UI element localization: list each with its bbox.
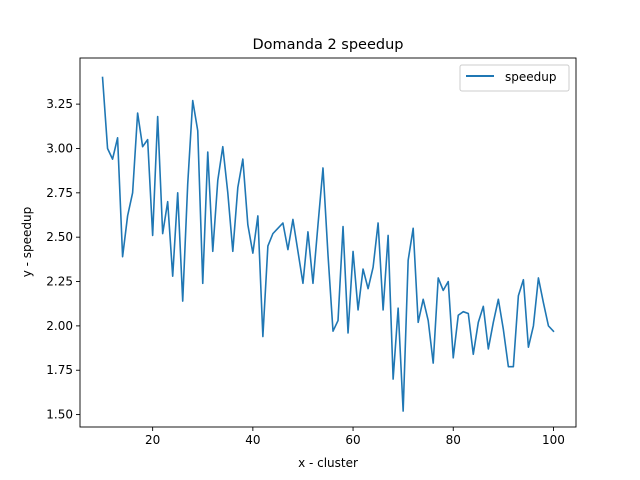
y-tick-label: 3.25 xyxy=(46,97,73,111)
legend: speedup xyxy=(459,64,570,92)
axes-frame xyxy=(79,57,577,428)
x-tick-label: 40 xyxy=(245,433,260,447)
chart-title: Domanda 2 speedup xyxy=(253,37,404,53)
plot-area xyxy=(101,76,555,412)
y-axis-label: y - speedup xyxy=(20,207,34,278)
series-line-speedup xyxy=(101,76,555,412)
legend-box xyxy=(459,64,570,92)
y-tick-label: 1.75 xyxy=(46,363,73,377)
x-tick-label: 60 xyxy=(345,433,360,447)
y-tick-label: 2.25 xyxy=(46,275,73,289)
y-tick-label: 3.00 xyxy=(46,141,73,155)
legend-label: speedup xyxy=(505,70,556,84)
y-tick-label: 2.75 xyxy=(46,186,73,200)
x-tick-label: 20 xyxy=(145,433,160,447)
y-tick-label: 1.50 xyxy=(46,408,73,422)
x-axis-label: x - cluster xyxy=(298,456,358,470)
axes: 20 40 60 80 100 1.50 1.75 2.00 2.25 2.50 2.75 3.00 3… xyxy=(46,57,577,447)
x-tick-label: 100 xyxy=(542,433,565,447)
y-tick-label: 2.50 xyxy=(46,230,73,244)
x-tick-label: 80 xyxy=(446,433,461,447)
y-tick-label: 2.00 xyxy=(46,319,73,333)
